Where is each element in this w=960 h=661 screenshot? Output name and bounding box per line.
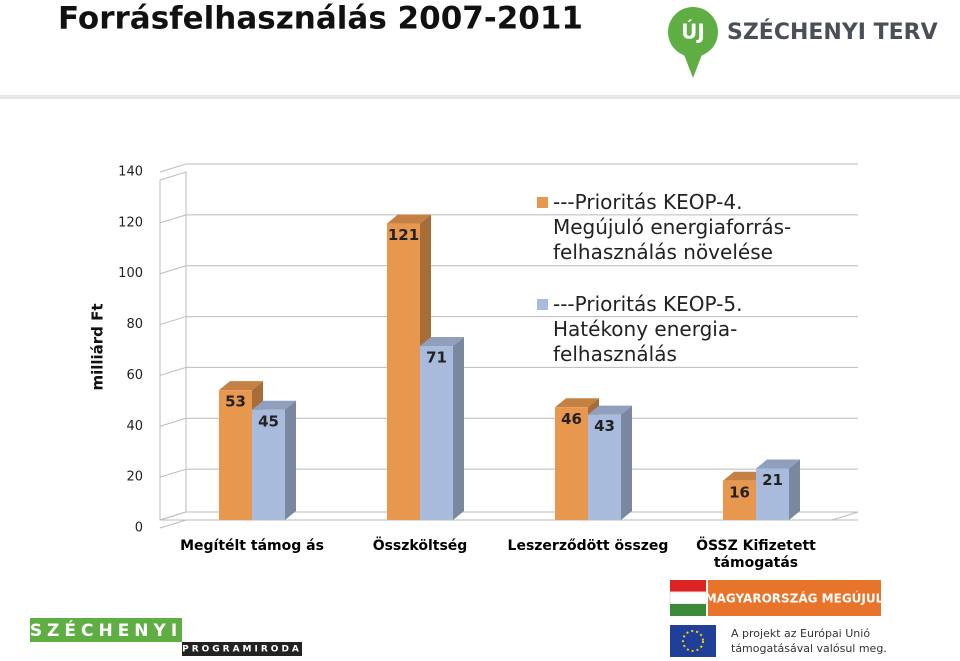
footer-banner: MAGYARORSZÁG MEGÚJUL bbox=[705, 591, 884, 606]
footer-left-top: SZÉCHENYI bbox=[30, 619, 182, 641]
bar-face bbox=[420, 337, 464, 347]
y-axis-label: milliárd Ft bbox=[89, 303, 107, 390]
bar-face bbox=[387, 214, 431, 224]
x-tick-label: Leszerződött összeg bbox=[507, 538, 669, 554]
grid-line bbox=[159, 519, 858, 529]
side-wall bbox=[159, 171, 187, 521]
bar-face bbox=[555, 398, 599, 408]
title-rule bbox=[0, 95, 960, 99]
legend-swatch bbox=[537, 197, 548, 208]
footer-logos: SZÉCHENYI PROGRAMIRODA MAGYARORSZÁG MEGÚ… bbox=[30, 580, 887, 657]
bar-face bbox=[453, 337, 464, 520]
grid-line bbox=[159, 214, 858, 224]
bar-face bbox=[789, 459, 800, 520]
x-tick-label: Összköltség bbox=[372, 538, 468, 554]
legend-entry: ---Prioritás KEOP-5. Hatékony energia-fe… bbox=[553, 292, 743, 366]
y-tick-label: 40 bbox=[126, 419, 143, 434]
bar-face bbox=[387, 223, 420, 521]
x-tick-label: Megítélt támog ás bbox=[180, 538, 324, 554]
grid-line bbox=[159, 163, 858, 173]
bar-face bbox=[420, 346, 453, 520]
data-label: 46 bbox=[561, 410, 582, 428]
bar-face bbox=[756, 468, 789, 520]
grid-line bbox=[159, 417, 858, 427]
footer-eu-line2: támogatásával valósul meg. bbox=[731, 642, 887, 655]
data-label: 43 bbox=[594, 417, 615, 435]
grid-line bbox=[159, 265, 858, 275]
title: Forrásfelhasználás 2007-2011 bbox=[58, 1, 583, 37]
data-label: 53 bbox=[225, 393, 246, 411]
logo-badge: ÚJ bbox=[681, 20, 705, 44]
bar-face bbox=[285, 400, 296, 520]
bar-face bbox=[252, 400, 296, 410]
bar-face bbox=[252, 409, 285, 520]
y-tick-label: 100 bbox=[118, 266, 143, 281]
bar bbox=[756, 459, 800, 520]
bar-face bbox=[588, 414, 621, 520]
bar-face bbox=[219, 390, 252, 520]
bar-face bbox=[588, 405, 632, 415]
y-tick-label: 20 bbox=[126, 470, 143, 485]
bar bbox=[588, 405, 632, 520]
data-label: 45 bbox=[258, 412, 279, 430]
logo-text: SZÉCHENYI TERV bbox=[727, 19, 938, 45]
legend-entry: ---Prioritás KEOP-4. Megújuló energiafor… bbox=[553, 190, 792, 264]
data-label: 16 bbox=[729, 483, 750, 501]
top-logo: ÚJ SZÉCHENYI TERV bbox=[668, 7, 938, 78]
footer-eu-line1: A projekt az Európai Unió bbox=[731, 627, 870, 640]
bar-face bbox=[621, 405, 632, 520]
grid-line bbox=[159, 366, 858, 376]
y-tick-label: 140 bbox=[118, 165, 143, 180]
legend-swatch bbox=[537, 299, 548, 310]
bar bbox=[252, 400, 296, 520]
y-tick-label: 60 bbox=[126, 368, 143, 383]
bar-face bbox=[723, 480, 756, 520]
grid-line bbox=[159, 468, 858, 478]
x-tick-label: ÖSSZ Kifizetett támogatás bbox=[696, 538, 816, 571]
data-label: 71 bbox=[426, 349, 447, 367]
footer-left-bottom: PROGRAMIRODA bbox=[182, 645, 302, 655]
y-tick-label: 0 bbox=[135, 521, 143, 536]
bar-face bbox=[756, 459, 800, 469]
grid-line bbox=[159, 316, 858, 326]
data-label: 21 bbox=[762, 471, 783, 489]
bar bbox=[420, 337, 464, 520]
data-label: 121 bbox=[388, 226, 419, 244]
bar-face bbox=[555, 407, 588, 520]
y-tick-label: 120 bbox=[118, 215, 143, 230]
bar-face bbox=[219, 381, 263, 391]
y-tick-label: 80 bbox=[126, 317, 143, 332]
